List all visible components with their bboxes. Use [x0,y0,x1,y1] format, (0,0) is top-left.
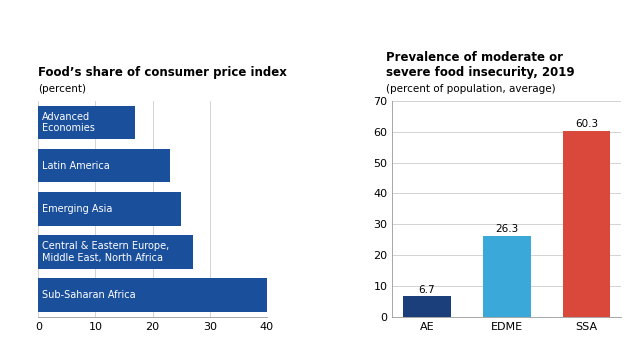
Text: 26.3: 26.3 [495,224,518,234]
Text: 6.7: 6.7 [419,285,435,294]
Text: Latin America: Latin America [42,161,109,171]
Text: Emerging Asia: Emerging Asia [42,204,112,214]
Text: Food’s share of consumer price index: Food’s share of consumer price index [38,66,287,79]
Bar [38,278,267,312]
Bar [563,131,611,317]
Bar [38,105,136,139]
Text: Advanced
Economies: Advanced Economies [42,112,95,133]
Text: Sub-Saharan Africa: Sub-Saharan Africa [42,290,136,300]
Bar [38,192,181,226]
Text: (percent): (percent) [38,84,86,94]
Bar [38,235,193,269]
Bar [483,236,531,317]
Bar [403,296,451,317]
Text: Prevalence of moderate or
severe food insecurity, 2019: Prevalence of moderate or severe food in… [386,51,575,79]
Text: (percent of population, average): (percent of population, average) [386,84,556,94]
Text: Central & Eastern Europe,
Middle East, North Africa: Central & Eastern Europe, Middle East, N… [42,241,169,263]
Text: 60.3: 60.3 [575,119,598,129]
Bar [38,149,170,183]
